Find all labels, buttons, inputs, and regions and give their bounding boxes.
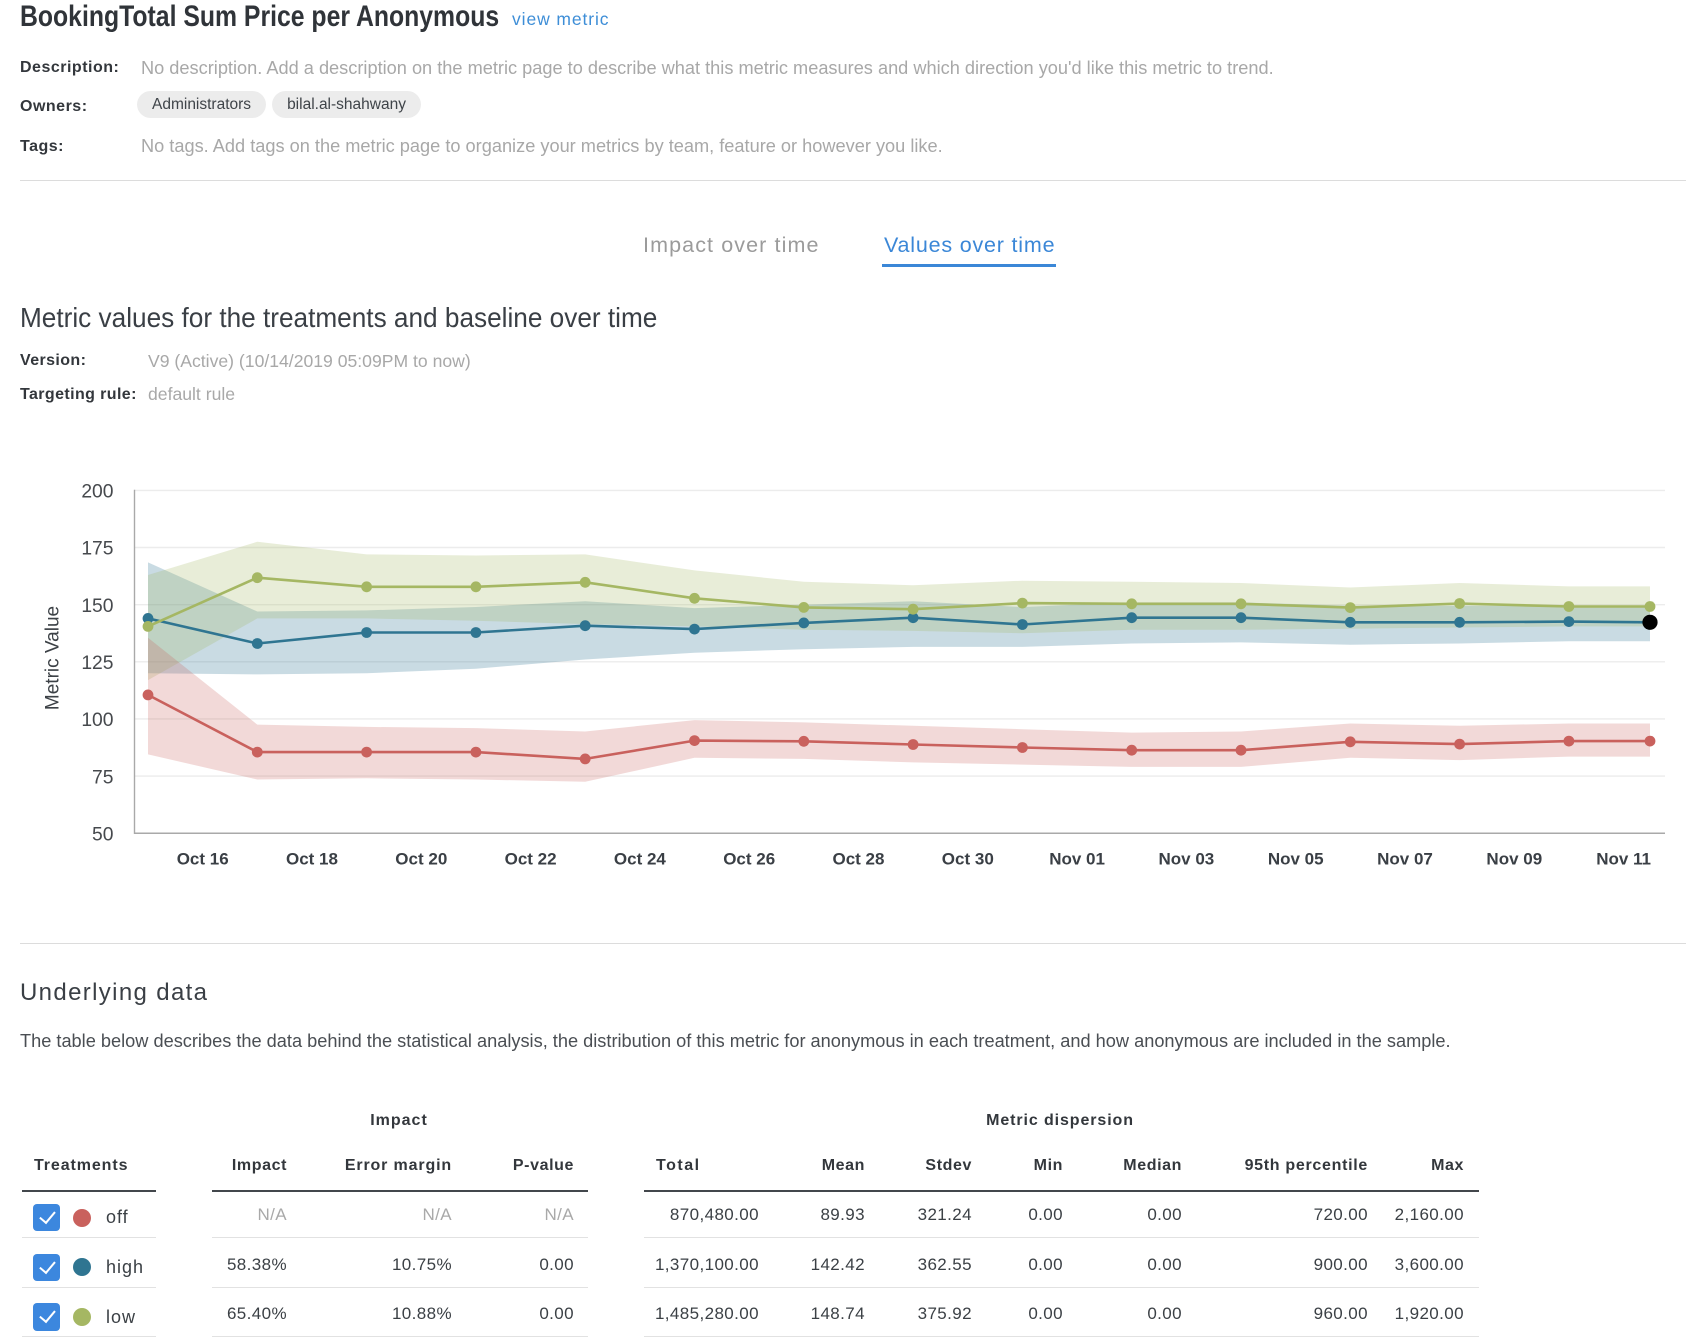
svg-text:Oct 20: Oct 20 bbox=[395, 850, 447, 869]
svg-text:Oct 16: Oct 16 bbox=[177, 850, 229, 869]
svg-text:Oct 24: Oct 24 bbox=[614, 850, 667, 869]
svg-text:175: 175 bbox=[81, 539, 113, 560]
svg-text:75: 75 bbox=[92, 767, 113, 788]
svg-text:Metric Value: Metric Value bbox=[43, 606, 64, 710]
svg-text:125: 125 bbox=[81, 653, 113, 674]
svg-text:Nov 01: Nov 01 bbox=[1049, 850, 1105, 869]
svg-text:Oct 18: Oct 18 bbox=[286, 850, 338, 869]
svg-text:Nov 03: Nov 03 bbox=[1159, 850, 1215, 869]
svg-text:50: 50 bbox=[92, 824, 113, 845]
svg-text:Oct 30: Oct 30 bbox=[942, 850, 994, 869]
svg-text:Nov 05: Nov 05 bbox=[1268, 850, 1324, 869]
svg-text:Oct 22: Oct 22 bbox=[505, 850, 557, 869]
svg-text:Nov 11: Nov 11 bbox=[1596, 850, 1651, 869]
svg-text:Oct 28: Oct 28 bbox=[833, 850, 885, 869]
svg-text:Nov 07: Nov 07 bbox=[1377, 850, 1433, 869]
svg-text:100: 100 bbox=[81, 710, 113, 731]
svg-text:Nov 09: Nov 09 bbox=[1486, 850, 1542, 869]
svg-text:200: 200 bbox=[81, 482, 113, 503]
svg-text:Oct 26: Oct 26 bbox=[723, 850, 775, 869]
svg-text:150: 150 bbox=[81, 596, 113, 617]
